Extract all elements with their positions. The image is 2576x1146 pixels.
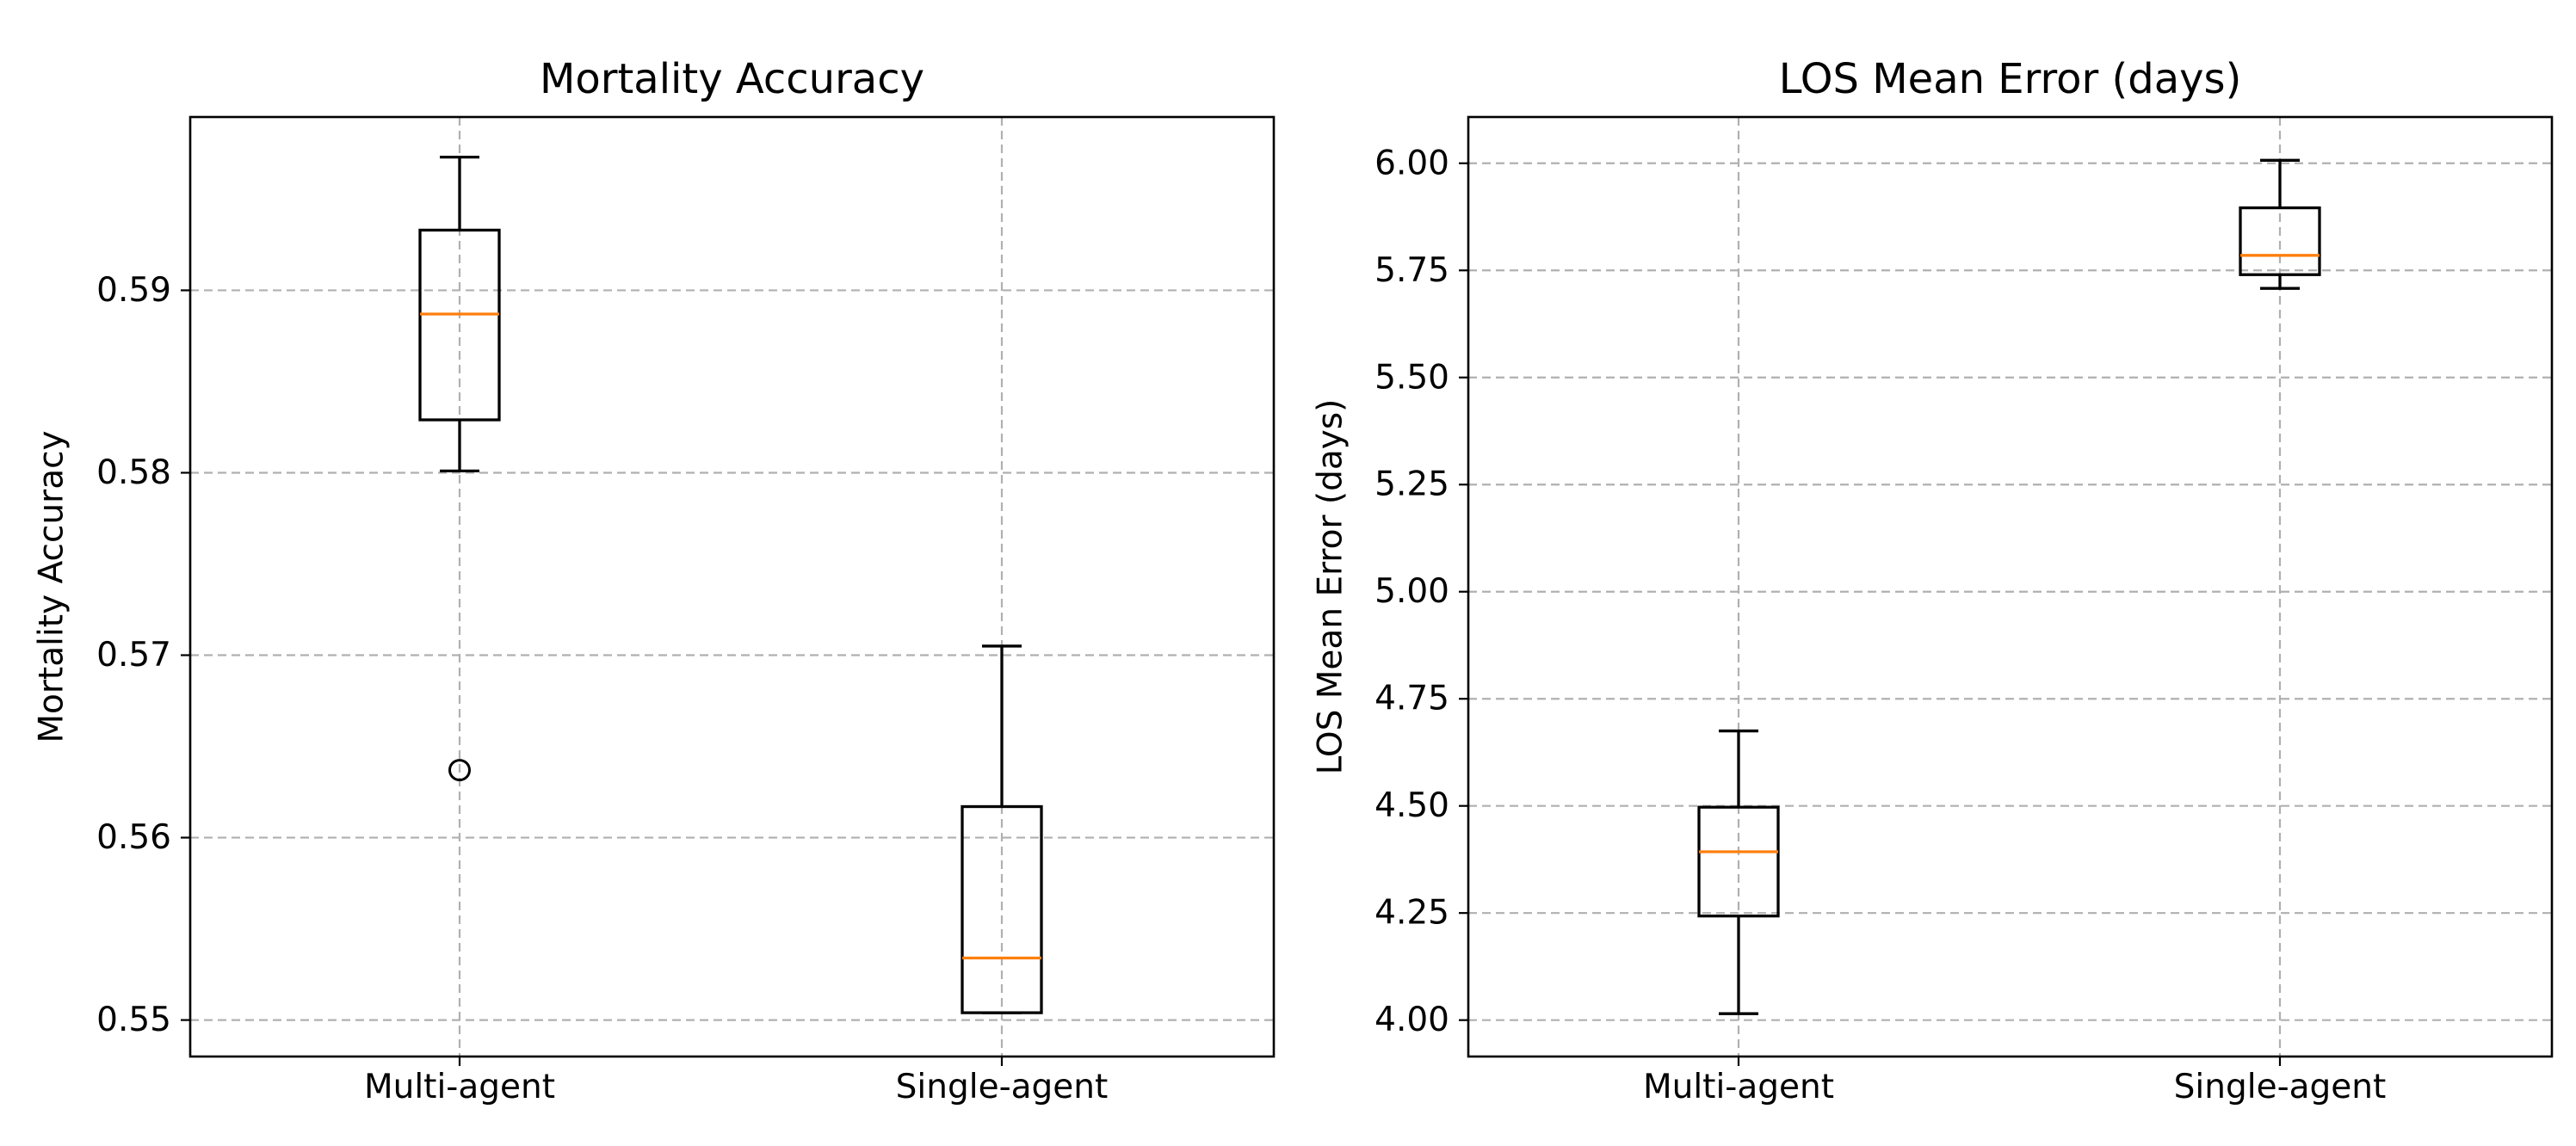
los-mean-error-chart: 4.00 4.25 4.50 4.75 5.00 5.25 5.50 5.75 6.00 Mult… bbox=[1312, 55, 2554, 1106]
los-ytick-label: 4.25 bbox=[1374, 894, 1449, 933]
los-ytick-label: 6.00 bbox=[1374, 144, 1449, 182]
los-axes-frame bbox=[1467, 115, 2554, 1058]
los-ytick-label: 5.25 bbox=[1374, 465, 1449, 504]
los-chart-title: LOS Mean Error (days) bbox=[1779, 55, 2242, 103]
mortality-chart-title: Mortality Accuracy bbox=[540, 55, 924, 103]
mortality-ytick-label: 0.55 bbox=[96, 1001, 171, 1039]
los-ytick-label: 4.00 bbox=[1374, 1001, 1449, 1039]
mortality-ytick-label: 0.56 bbox=[96, 818, 171, 857]
mortality-xtick-label: Multi-agent bbox=[364, 1068, 555, 1106]
mortality-box-single-agent bbox=[961, 804, 1043, 1014]
los-ytick-label: 5.75 bbox=[1374, 251, 1449, 290]
mortality-axes-frame bbox=[188, 115, 1276, 1058]
los-ytick-label: 5.50 bbox=[1374, 358, 1449, 397]
mortality-box-multi-agent bbox=[418, 228, 501, 422]
los-xtick-label: Multi-agent bbox=[1643, 1068, 1834, 1106]
los-y-axis-label: LOS Mean Error (days) bbox=[1312, 399, 1350, 775]
mortality-outlier-point bbox=[448, 759, 471, 782]
los-box-multi-agent bbox=[1697, 805, 1780, 918]
mortality-y-axis-label: Mortality Accuracy bbox=[33, 430, 71, 742]
mortality-xtick-label: Single-agent bbox=[896, 1068, 1109, 1106]
los-ytick-label: 4.75 bbox=[1374, 680, 1449, 718]
los-box-single-agent bbox=[2239, 206, 2321, 276]
los-xtick-label: Single-agent bbox=[2174, 1068, 2387, 1106]
mortality-ytick-label: 0.58 bbox=[96, 453, 171, 492]
mortality-accuracy-chart: 0.55 0.56 0.57 0.58 0.59 Multi-agent Single-ag… bbox=[33, 55, 1276, 1106]
mortality-ytick-label: 0.59 bbox=[96, 271, 171, 310]
los-ytick-label: 4.50 bbox=[1374, 786, 1449, 825]
mortality-ytick-label: 0.57 bbox=[96, 636, 171, 675]
los-ytick-label: 5.00 bbox=[1374, 572, 1449, 611]
